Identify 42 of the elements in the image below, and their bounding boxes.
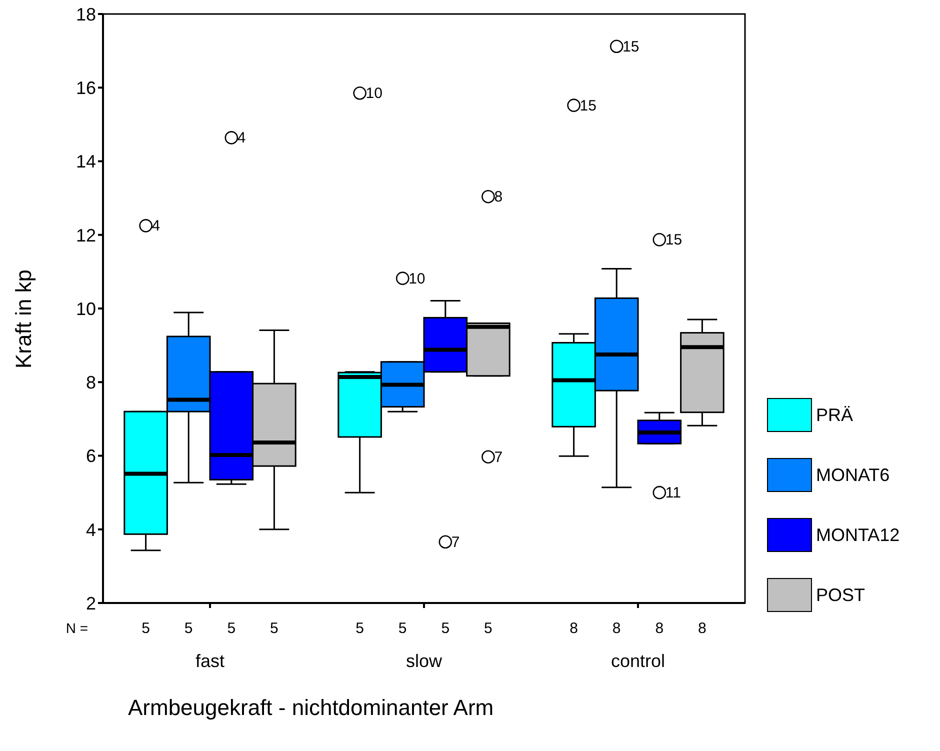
y-tick-label: 8: [86, 372, 96, 393]
text: N =: [66, 620, 88, 636]
annotation: 15: [622, 38, 640, 56]
annotation: 4: [152, 218, 160, 235]
x-tick-label: slow: [406, 650, 443, 671]
y-axis-title: Kraft in kp: [10, 269, 36, 368]
y-tick-label: 4: [86, 520, 96, 540]
legend-label: PRÄ: [816, 404, 854, 426]
legend-label: MONAT6: [816, 464, 890, 486]
text: 5: [398, 620, 407, 637]
text: 8: [655, 620, 664, 637]
annotation: 8: [494, 188, 503, 206]
x-tick-label: fast: [195, 650, 225, 671]
text: 5: [227, 620, 236, 637]
text: 5: [356, 620, 364, 637]
legend-label: POST: [816, 584, 866, 606]
annotation: 11: [665, 484, 681, 502]
annotation: 7: [451, 534, 460, 551]
annotation: 10: [366, 85, 382, 102]
y-tick-label: 18: [76, 4, 96, 24]
annotation: 15: [665, 232, 682, 249]
annotation: 4: [237, 130, 246, 147]
text: 5: [270, 620, 278, 637]
legend-label: MONTA12: [816, 524, 900, 546]
text: 8: [612, 620, 621, 637]
x-tick-label: control: [610, 650, 666, 671]
annotation: 15: [580, 97, 596, 114]
text: 8: [698, 620, 706, 637]
y-tick-label: 12: [76, 225, 96, 246]
text: 5: [184, 620, 193, 637]
x-axis-title: Armbeugekraft - nichtdominanter Arm: [128, 695, 494, 721]
annotation: 7: [494, 448, 503, 466]
y-tick-label: 16: [76, 78, 96, 98]
y-tick-label: 2: [86, 593, 96, 614]
annotation: 10: [408, 270, 426, 288]
text: 5: [441, 620, 450, 637]
y-tick-label: 10: [76, 298, 96, 319]
text: 5: [142, 620, 150, 637]
y-tick-label: 14: [76, 152, 96, 172]
y-tick-label: 6: [86, 446, 96, 466]
text: 5: [484, 620, 492, 637]
text: 8: [570, 620, 578, 637]
